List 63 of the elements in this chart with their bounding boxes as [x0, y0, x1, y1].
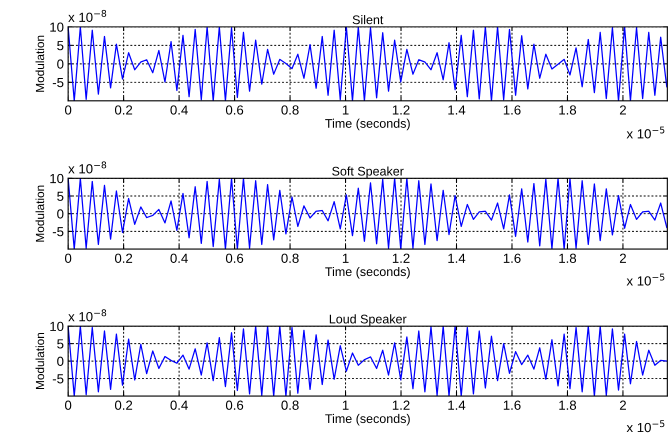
chart-title: Silent [352, 15, 384, 24]
x-tick-label: 0.4 [170, 400, 188, 410]
x-tick-label: 1.6 [504, 105, 521, 115]
text: x 10$^{−8}$ [68, 161, 106, 174]
x-tick-label: 2 [620, 105, 626, 115]
x-tick-label: 0 [64, 105, 72, 115]
x-tick-label: 0.4 [170, 105, 188, 115]
chart-title: Loud Speaker [330, 314, 406, 326]
y-axis-title: Modulation [36, 186, 44, 242]
x-tick-label: 0 [64, 254, 72, 263]
x-tick-label: 1 [342, 254, 349, 263]
x-tick-label: 1.4 [448, 400, 466, 410]
y-tick-label: -5 [52, 78, 64, 88]
x-tick-label: 0.8 [281, 105, 299, 115]
text: x 10$^{−8}$ [68, 309, 106, 322]
x-tick-label: 0.6 [226, 400, 244, 410]
y-tick-label: 10 [50, 174, 64, 184]
y-tick-label: 0 [57, 59, 64, 69]
x-tick-label: 2 [620, 400, 626, 410]
x-tick-label: 1.2 [392, 105, 410, 115]
x-tick-label: 1.4 [448, 254, 466, 263]
line-series [68, 26, 668, 101]
x-tick-label: 0.2 [114, 400, 132, 410]
x-axis-title: Time (seconds) [325, 266, 410, 279]
y-tick-label: -5 [52, 227, 64, 236]
x-tick-label: 1.6 [504, 254, 521, 263]
y-tick-label: 10 [50, 322, 64, 332]
x-tick-label: 1.4 [448, 105, 466, 115]
x-tick-label: 2 [620, 254, 626, 263]
text: x 10$^{−5}$ [626, 420, 664, 432]
x-tick-label: 0.6 [226, 105, 244, 115]
x-tick-label: 1 [342, 105, 349, 115]
y-axis-title: Modulation [36, 36, 44, 92]
text: x 10$^{−5}$ [626, 126, 664, 138]
x-tick-label: 1 [342, 400, 349, 410]
line-series [68, 178, 668, 250]
text: x 10$^{−5}$ [626, 274, 664, 286]
x-tick-label: 1.2 [392, 254, 410, 263]
y-tick-label: 0 [57, 209, 64, 219]
y-axis-title: Modulation [36, 332, 44, 389]
x-tick-label: 1.8 [559, 105, 576, 115]
y-tick-label: 5 [57, 41, 64, 50]
y-tick-label: 10 [50, 22, 64, 32]
x-tick-label: 0.2 [114, 254, 132, 263]
y-tick-label: -5 [52, 374, 64, 384]
x-tick-label: 0.8 [281, 400, 299, 410]
text: x 10$^{−8}$ [68, 10, 106, 22]
x-tick-label: 0.2 [114, 105, 132, 115]
x-tick-label: 0 [64, 400, 72, 410]
x-tick-label: 1.8 [559, 400, 576, 410]
x-tick-label: 1.2 [392, 400, 410, 410]
y-tick-label: 5 [57, 192, 64, 201]
x-tick-label: 1.6 [504, 400, 521, 410]
x-axis-title: Time (seconds) [325, 118, 410, 130]
y-tick-label: 0 [57, 356, 64, 366]
x-tick-label: 0.8 [281, 254, 299, 263]
chart-title: Soft Speaker [332, 166, 404, 178]
x-axis-title: Time (seconds) [325, 414, 410, 426]
line-series [68, 326, 668, 396]
x-tick-label: 0.6 [226, 254, 244, 263]
y-tick-label: 5 [57, 339, 64, 349]
x-tick-label: 1.8 [559, 254, 576, 263]
x-tick-label: 0.4 [170, 254, 188, 263]
